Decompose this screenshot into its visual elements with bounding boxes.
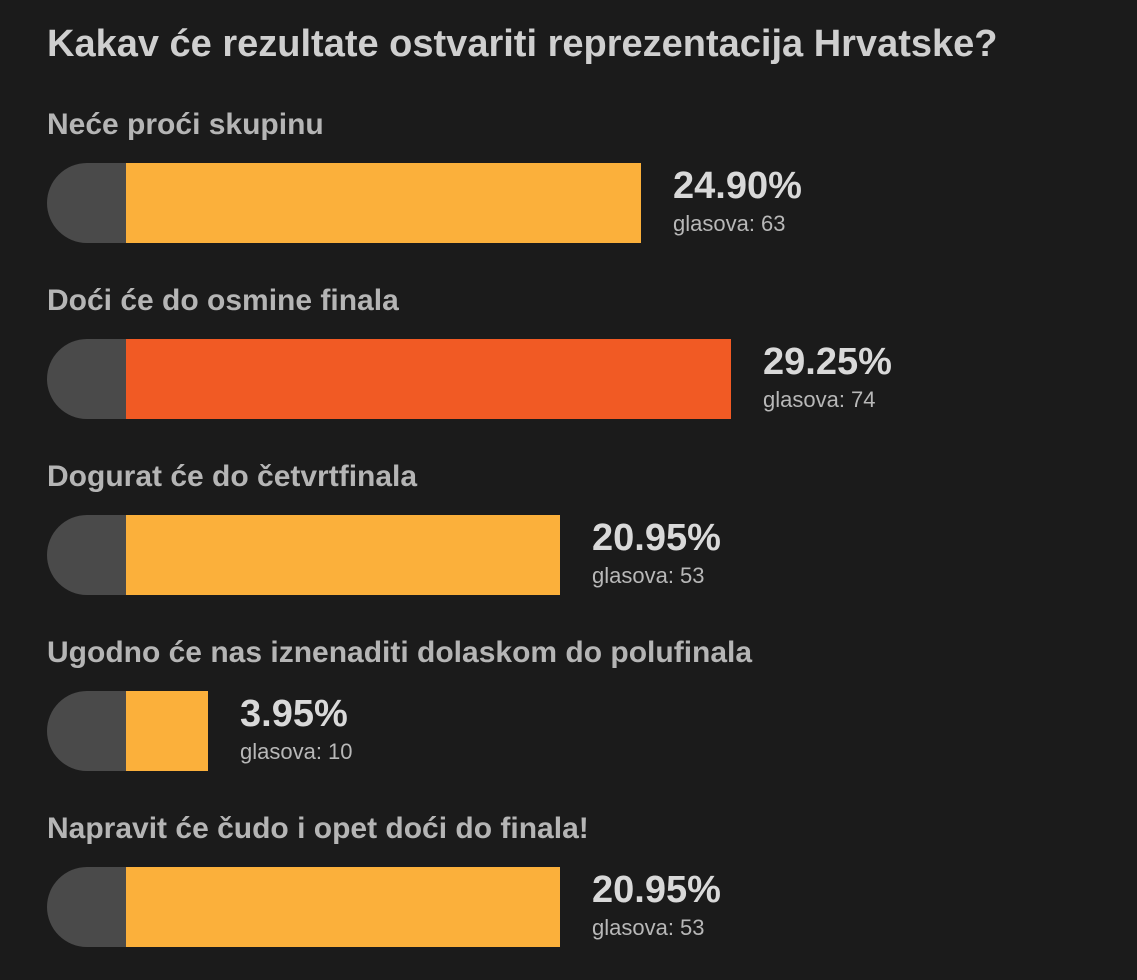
result-bar-fill	[126, 515, 560, 595]
result-votes: glasova: 74	[763, 387, 876, 412]
result-percent: 29.25%	[763, 341, 892, 383]
result-votes: glasova: 53	[592, 563, 705, 588]
result-bar-row: 3.95% glasova: 10	[47, 691, 1107, 771]
poll-option: Dogurat će do četvrtfinala 20.95% glasova:…	[47, 459, 1107, 609]
result-bar-row: 29.25% glasova: 74	[47, 339, 1107, 419]
option-label: Dogurat će do četvrtfinala	[47, 460, 418, 493]
result-bar-row: 20.95% glasova: 53	[47, 867, 1107, 947]
result-bar-fill	[126, 867, 560, 947]
result-stats: 24.90% glasova: 63	[673, 163, 802, 237]
poll-title: Kakav će rezultate ostvariti reprezentac…	[47, 23, 998, 65]
result-stats: 29.25% glasova: 74	[763, 339, 892, 413]
result-bar-row: 24.90% glasova: 63	[47, 163, 1107, 243]
option-label: Doći će do osmine finala	[47, 284, 399, 317]
result-stats: 3.95% glasova: 10	[240, 691, 353, 765]
poll-option: Ugodno će nas iznenaditi dolaskom do pol…	[47, 635, 1107, 785]
result-votes: glasova: 10	[240, 739, 353, 764]
result-percent: 3.95%	[240, 693, 348, 735]
option-label: Ugodno će nas iznenaditi dolaskom do pol…	[47, 636, 753, 669]
result-bar-row: 20.95% glasova: 53	[47, 515, 1107, 595]
result-percent: 20.95%	[592, 517, 721, 559]
option-label: Neće proći skupinu	[47, 108, 324, 141]
result-bar-cap	[47, 867, 126, 947]
result-bar-cap	[47, 163, 126, 243]
poll-option: Napravit će čudo i opet doći do finala! 2…	[47, 811, 1107, 961]
result-percent: 20.95%	[592, 869, 721, 911]
result-stats: 20.95% glasova: 53	[592, 867, 721, 941]
poll-option: Doći će do osmine finala 29.25% glasova: 7…	[47, 283, 1107, 433]
result-bar-cap	[47, 515, 126, 595]
result-bar-cap	[47, 339, 126, 419]
result-bar-fill	[126, 163, 641, 243]
result-bar-fill	[126, 339, 731, 419]
poll-option: Neće proći skupinu 24.90% glasova: 63	[47, 107, 1107, 257]
result-bar-fill	[126, 691, 208, 771]
result-votes: glasova: 63	[673, 211, 786, 236]
option-label: Napravit će čudo i opet doći do finala!	[47, 812, 589, 845]
result-percent: 24.90%	[673, 165, 802, 207]
result-votes: glasova: 53	[592, 915, 705, 940]
result-bar-cap	[47, 691, 126, 771]
result-stats: 20.95% glasova: 53	[592, 515, 721, 589]
